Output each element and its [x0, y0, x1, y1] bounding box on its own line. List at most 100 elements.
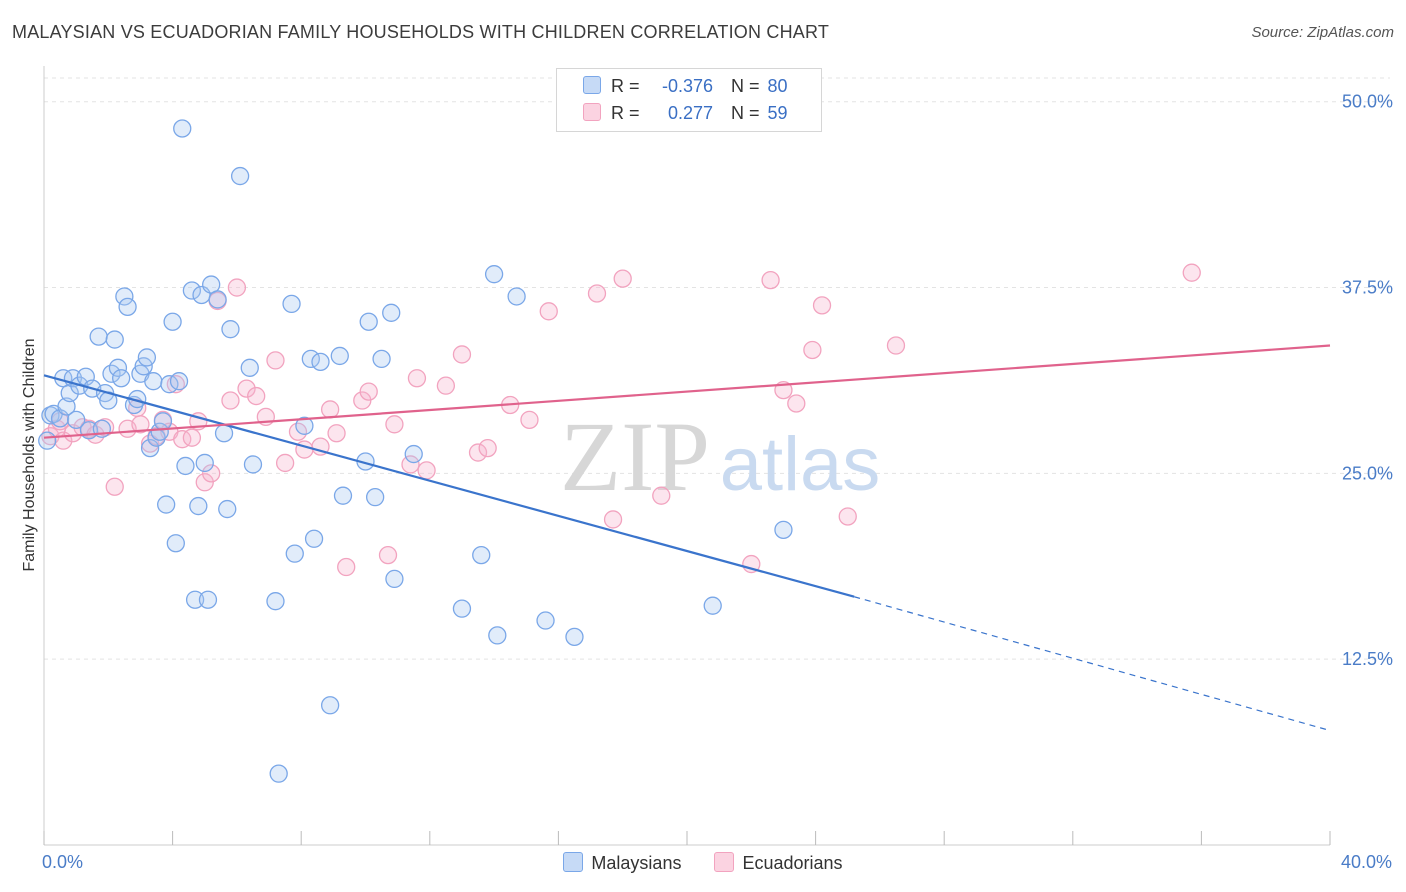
malaysian-point	[536, 611, 555, 630]
ecuadorian-point	[105, 477, 124, 496]
y-tick-label: 25.0%	[1342, 463, 1393, 483]
ecuadorian-point	[227, 278, 247, 297]
legend-row-malaysians: R = -0.376 N = 80	[583, 76, 788, 97]
malaysian-point	[105, 330, 124, 349]
malaysian-point	[703, 596, 722, 615]
malaysian-point	[359, 312, 378, 331]
legend-swatch-malaysians	[583, 76, 601, 94]
legend-swatch-ecuadorians	[714, 852, 735, 872]
ecuadorian-point	[520, 410, 539, 430]
ecuadorian-point	[166, 375, 185, 394]
malaysian-point	[385, 569, 404, 589]
ecuadorian-point	[838, 507, 857, 526]
source-label: Source: ZipAtlas.com	[1251, 24, 1394, 41]
ecuadorian-point	[266, 351, 285, 370]
malaysian-point	[372, 349, 391, 369]
ecuadorian-point	[320, 400, 340, 419]
malaysian-point	[230, 166, 250, 186]
malaysian-point	[295, 416, 314, 435]
axes	[43, 66, 1331, 846]
malaysian-point	[214, 424, 234, 443]
malaysian-point	[240, 358, 259, 377]
malaysian-point	[189, 496, 208, 516]
legend-r-label: R =	[611, 103, 640, 123]
malaysian-point	[404, 444, 423, 464]
ecuadorian-point	[812, 296, 832, 315]
ecuadorian-point	[468, 443, 488, 462]
malaysian-point	[218, 499, 237, 519]
legend-n-value: 80	[767, 76, 788, 96]
ecuadorian-point	[202, 464, 221, 483]
ecuadorian-point	[539, 302, 558, 321]
malaysian-point	[144, 372, 163, 391]
legend-r-label: R =	[611, 76, 640, 96]
x-tick-label-max: 40.0%	[1340, 852, 1392, 872]
ecuadorian-point	[787, 394, 806, 413]
malaysian-point	[115, 287, 134, 306]
legend-label-ecuadorians: Ecuadorians	[742, 853, 843, 873]
malaysian-point	[488, 626, 507, 645]
legend-swatch-ecuadorians	[583, 103, 601, 121]
malaysian-point	[67, 410, 86, 430]
malaysian-point	[320, 696, 340, 715]
malaysians-trend-line	[43, 374, 855, 598]
malaysian-point	[285, 544, 304, 563]
ecuadorians-points	[41, 263, 1201, 577]
ecuadorian-point	[182, 428, 202, 447]
x-tick-label-min: 0.0%	[42, 852, 84, 872]
malaysian-point	[57, 397, 76, 416]
malaysian-point	[330, 346, 349, 366]
ecuadorian-point	[327, 424, 346, 443]
malaysian-point	[269, 764, 288, 783]
malaysian-point	[365, 487, 385, 507]
malaysian-point	[198, 590, 218, 609]
ecuadorian-point	[478, 438, 497, 458]
ecuadorians-trend-line	[43, 344, 1331, 439]
malaysian-point	[282, 294, 301, 314]
legend-r-value: 0.277	[667, 103, 713, 123]
legend-n-label: N =	[731, 103, 760, 123]
malaysian-point	[89, 327, 108, 346]
y-tick-label: 37.5%	[1342, 278, 1393, 298]
ecuadorian-point	[221, 391, 240, 410]
legend-row-ecuadorians: R = 0.277 N = 59	[583, 103, 788, 124]
ecuadorian-point	[353, 391, 372, 410]
malaysian-point	[472, 545, 491, 565]
ecuadorian-point	[311, 437, 330, 456]
ecuadorian-point	[613, 269, 632, 288]
ecuadorian-point	[247, 386, 266, 406]
y-tick-label: 12.5%	[1342, 649, 1393, 669]
malaysian-point	[176, 456, 195, 476]
legend-label-malaysians: Malaysians	[591, 853, 682, 873]
malaysian-point	[137, 348, 157, 367]
malaysian-point	[452, 599, 472, 618]
trend-lines	[43, 344, 1331, 732]
malaysian-point	[169, 372, 189, 391]
correlation-legend: R = -0.376 N = 80 R = 0.277 N = 59	[556, 68, 822, 132]
malaysian-point	[507, 287, 526, 306]
malaysian-point	[112, 369, 131, 388]
malaysian-point	[243, 455, 263, 474]
legend-item-ecuadorians: Ecuadorians	[714, 852, 843, 874]
malaysian-point	[153, 412, 173, 431]
ecuadorian-point	[359, 382, 378, 401]
legend-item-malaysians: Malaysians	[563, 852, 681, 874]
malaysian-point	[565, 627, 584, 647]
malaysian-point	[163, 312, 182, 331]
ecuadorian-point	[587, 284, 607, 303]
malaysian-point	[182, 281, 202, 300]
malaysians-trend-extension	[854, 596, 1331, 732]
malaysian-point	[140, 438, 160, 458]
ecuadorian-point	[761, 270, 780, 290]
legend-swatch-malaysians	[563, 852, 584, 872]
malaysian-point	[173, 119, 192, 138]
ecuadorian-point	[195, 473, 214, 492]
ecuadorian-point	[407, 369, 427, 388]
malaysian-point	[195, 453, 214, 473]
watermark-zip: ZIP	[560, 401, 710, 512]
ecuadorian-point	[385, 415, 404, 434]
malaysian-point	[60, 383, 79, 403]
y-tick-labels: 12.5% 25.0% 37.5% 50.0%	[1342, 92, 1393, 669]
ecuadorian-point	[803, 340, 822, 360]
malaysian-point	[185, 590, 205, 609]
